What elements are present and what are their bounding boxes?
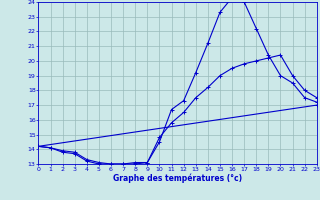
X-axis label: Graphe des températures (°c): Graphe des températures (°c) [113, 173, 242, 183]
